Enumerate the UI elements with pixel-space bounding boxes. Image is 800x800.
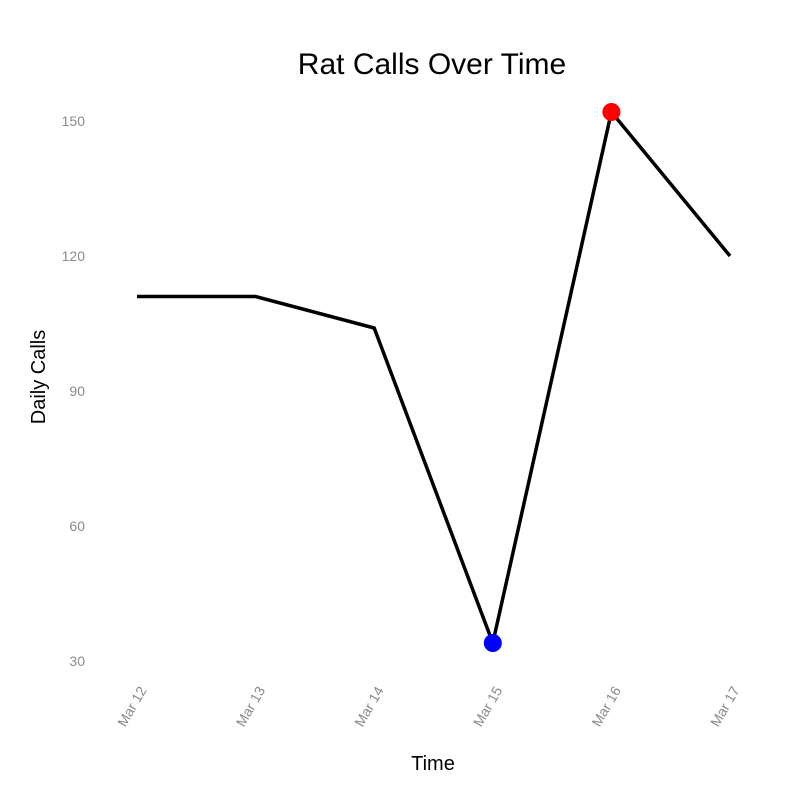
y-tick-label: 120 [62, 248, 86, 264]
x-tick-label: Mar 12 [114, 683, 150, 729]
y-axis-label: Daily Calls [28, 330, 50, 424]
x-tick-label: Mar 15 [470, 683, 506, 729]
series-group [137, 108, 732, 650]
x-tick-label: Mar 16 [588, 683, 624, 729]
maximum-point-marker [602, 103, 621, 121]
x-axis-label: Time [411, 753, 455, 775]
x-tick-label: Mar 14 [351, 683, 387, 729]
x-axis-ticks: Mar 12 Mar 13 Mar 14 Mar 15 Mar 16 Mar 17 [114, 683, 743, 729]
y-tick-label: 30 [69, 653, 85, 669]
minimum-point-marker [483, 634, 502, 652]
highlight-markers [483, 103, 621, 652]
chart-title: Rat Calls Over Time [298, 48, 566, 81]
y-tick-label: 150 [62, 113, 86, 129]
x-tick-label: Mar 17 [707, 683, 743, 729]
y-axis-ticks: 30 60 90 120 150 [62, 113, 86, 669]
x-tick-label: Mar 13 [233, 683, 269, 729]
y-tick-label: 90 [69, 383, 85, 399]
y-tick-label: 60 [69, 518, 85, 534]
series-line [137, 108, 732, 650]
